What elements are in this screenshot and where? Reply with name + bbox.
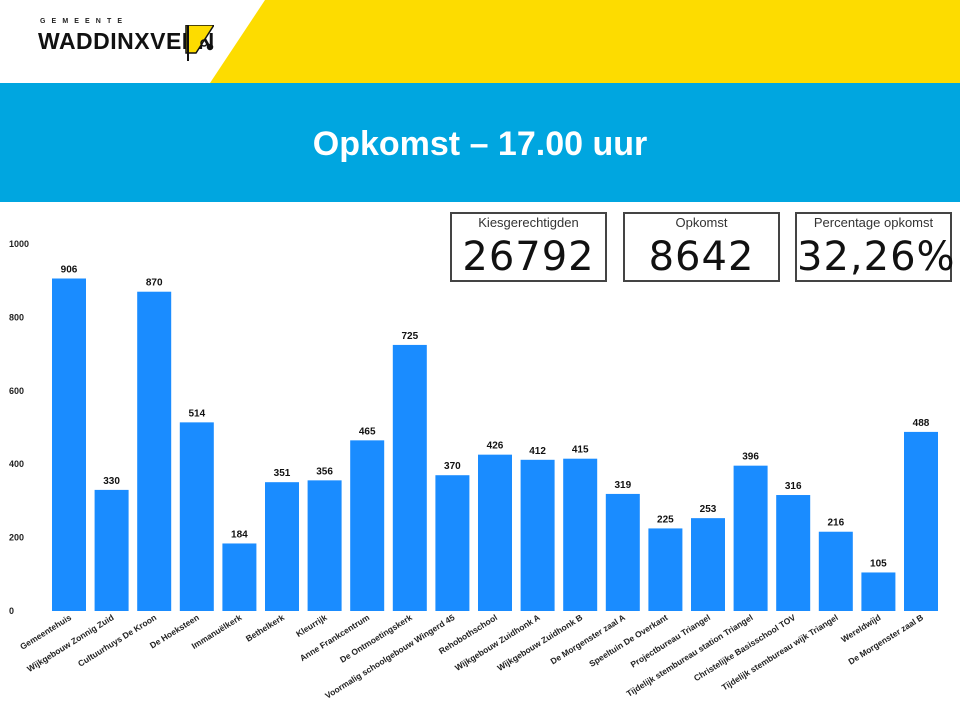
data-label: 356 [316, 466, 333, 477]
bar-chart: 02004006008001000906Gemeentehuis330Wijkg… [9, 239, 938, 701]
bar [776, 495, 811, 611]
kpi-card-percentage: Percentage opkomst 32,26% [795, 212, 956, 282]
bar [137, 291, 172, 611]
data-label: 396 [742, 452, 759, 463]
bar [904, 431, 938, 611]
page-title: Opkomst – 17.00 uur [312, 125, 648, 163]
bar [179, 422, 214, 611]
y-tick-label: 800 [9, 312, 24, 322]
data-label: 514 [188, 408, 205, 419]
category-label: Bethelkerk [244, 612, 286, 644]
logo: GEMEENTE WADDINXVEEN [38, 18, 228, 68]
bar [265, 482, 299, 611]
bar [861, 572, 896, 611]
bar [818, 531, 853, 611]
bar [648, 528, 683, 611]
bar [435, 475, 470, 611]
bar [605, 493, 640, 611]
bar [478, 454, 512, 611]
category-label: Kleurrijk [294, 612, 329, 639]
data-label: 253 [700, 504, 717, 515]
data-label: 870 [146, 278, 163, 289]
bar [222, 543, 257, 611]
data-label: 906 [61, 264, 78, 275]
bar [691, 518, 725, 611]
kpi-value: 8642 [648, 234, 755, 280]
logo-flag-icon [185, 25, 214, 61]
data-label: 415 [572, 445, 589, 456]
y-tick-label: 400 [9, 459, 24, 469]
data-label: 465 [359, 426, 376, 437]
data-label: 412 [529, 446, 546, 457]
data-label: 316 [785, 481, 802, 492]
kpi-value: 26792 [462, 234, 595, 280]
title-band: Opkomst – 17.00 uur [0, 83, 960, 202]
data-label: 216 [827, 518, 844, 529]
category-label: De Morgenster zaal B [846, 612, 925, 666]
bar [52, 278, 86, 611]
category-label: Anne Frankcentrum [298, 612, 372, 663]
kpi-value: 32,26% [797, 234, 956, 280]
y-tick-label: 600 [9, 386, 24, 396]
logo-subtitle: GEMEENTE [40, 18, 129, 25]
bar [392, 344, 427, 611]
category-label: De Ontmoetingskerk [338, 612, 414, 665]
header: GEMEENTE WADDINXVEEN [0, 0, 960, 83]
category-label: Cultuurhuys De Kroon [76, 612, 158, 669]
bar [520, 459, 555, 611]
kpi-label: Opkomst [675, 215, 728, 230]
data-label: 225 [657, 514, 674, 525]
bar [563, 458, 598, 611]
data-label: 488 [913, 418, 930, 429]
data-label: 319 [614, 480, 631, 491]
y-tick-label: 200 [9, 533, 24, 543]
kpi-label: Percentage opkomst [813, 215, 934, 230]
logo-title: WADDINXVEEN [38, 28, 215, 54]
category-label: De Morgenster zaal A [549, 612, 627, 666]
data-label: 725 [401, 331, 418, 342]
kpi-label: Kiesgerechtigden [478, 215, 579, 230]
kpi-card-kiesgerechtigden: Kiesgerechtigden 26792 [450, 212, 607, 282]
y-tick-label: 0 [9, 606, 14, 616]
data-label: 426 [487, 441, 504, 452]
data-label: 351 [274, 468, 291, 479]
y-tick-label: 1000 [9, 239, 29, 249]
yellow-band-shape [210, 0, 960, 83]
data-label: 370 [444, 461, 461, 472]
data-label: 184 [231, 529, 248, 540]
data-label: 330 [103, 476, 120, 487]
kpi-card-opkomst: Opkomst 8642 [623, 212, 780, 282]
bar [733, 465, 768, 611]
data-label: 105 [870, 558, 887, 569]
yellow-band [210, 0, 960, 83]
bar [307, 480, 342, 611]
bar [350, 440, 385, 611]
bar [94, 489, 129, 611]
